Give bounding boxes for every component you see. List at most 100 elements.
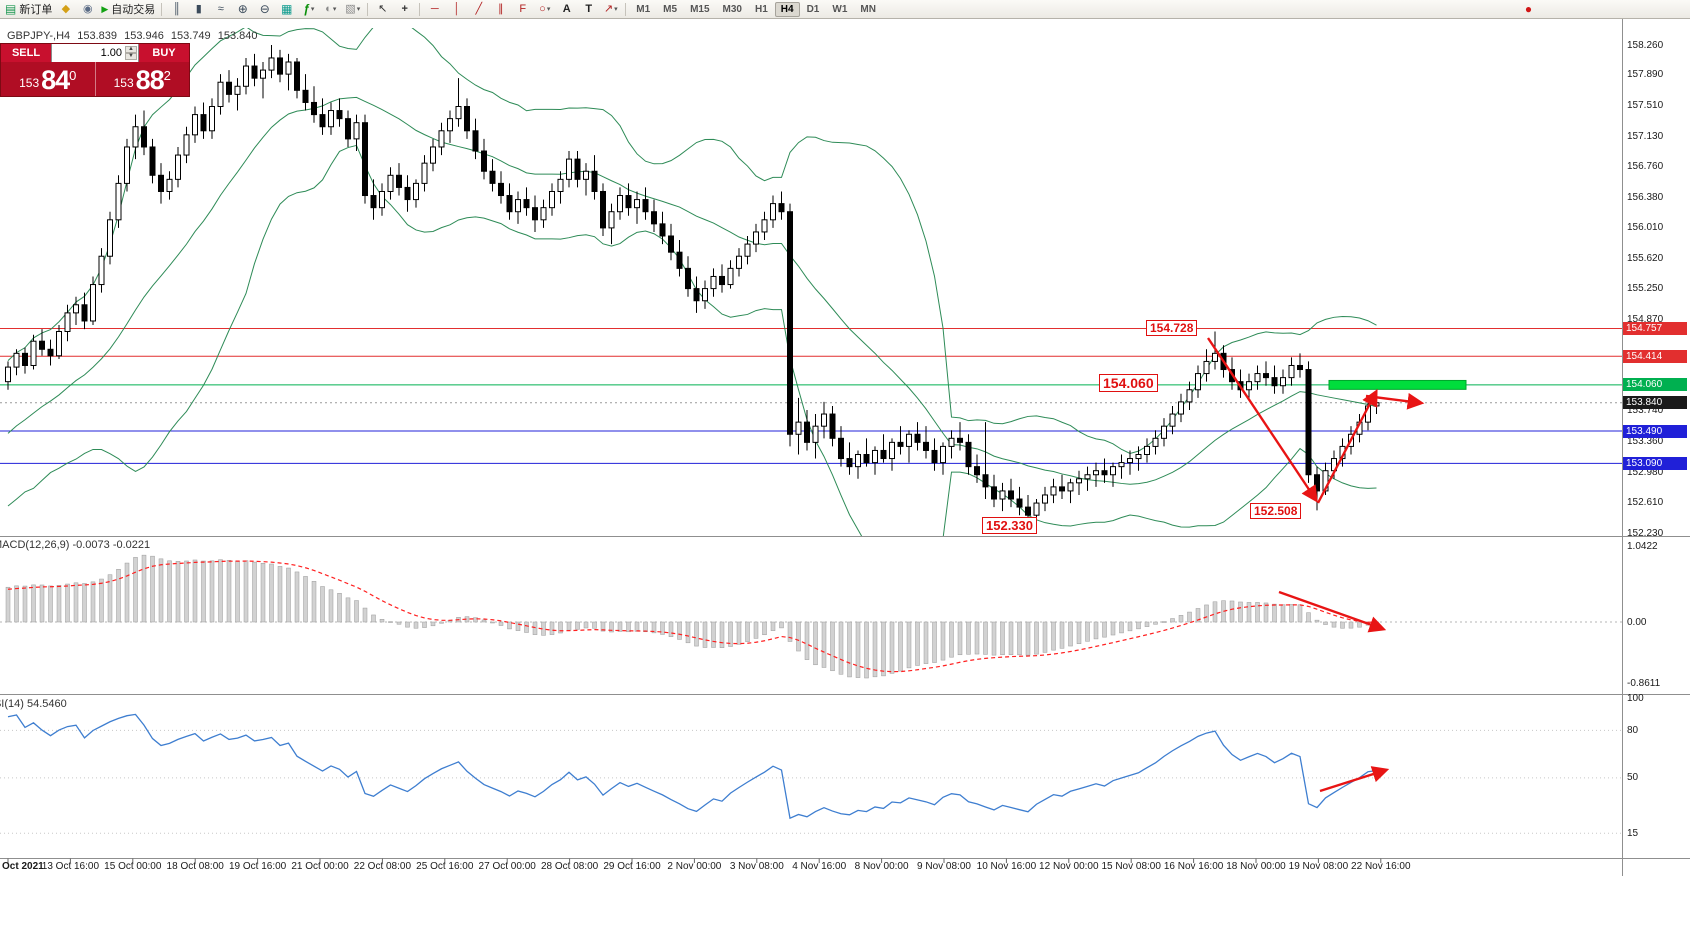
price-annotation-label[interactable]: 154.060: [1099, 374, 1158, 392]
candle-body: [1144, 445, 1150, 456]
templates-button[interactable]: ▧ ▾: [342, 1, 363, 17]
buy-price[interactable]: 153 88 2: [96, 62, 190, 96]
time-tick-label: 13 Oct 16:00: [41, 861, 100, 872]
crosshair-button[interactable]: +: [394, 1, 415, 17]
shapes-tool-button[interactable]: ○ ▾: [534, 1, 555, 17]
candlestick-chart-button[interactable]: ▮: [188, 1, 209, 17]
macd-histogram-bar: [22, 585, 28, 623]
label-tool-button[interactable]: T: [578, 1, 599, 17]
macd-histogram-bar: [1340, 621, 1345, 629]
macd-histogram-bar: [1008, 621, 1014, 655]
candle-body: [404, 186, 411, 201]
stepper-down-icon[interactable]: ▼: [125, 53, 137, 60]
price-tick-label: 156.760: [1627, 160, 1664, 172]
zoom-out-button[interactable]: ⊖: [254, 1, 275, 17]
trend-arrow[interactable]: [1316, 389, 1378, 504]
macd-histogram-bar: [99, 578, 104, 623]
timeframe-m1[interactable]: M1: [636, 3, 651, 15]
macd-histogram-bar: [1161, 621, 1167, 623]
toolbar-separator: [367, 2, 369, 16]
macd-histogram-bar: [1153, 621, 1158, 625]
timeframe-m30[interactable]: M30: [722, 3, 742, 15]
sell-button[interactable]: SELL: [1, 44, 51, 62]
buy-button[interactable]: BUY: [139, 44, 189, 62]
time-tick-label: 21 Oct 00:00: [291, 861, 349, 872]
vline-tool-button[interactable]: │: [446, 1, 467, 17]
macd-histogram-bar: [184, 560, 189, 623]
trendline-tool-button[interactable]: ╱: [468, 1, 489, 17]
trend-arrow[interactable]: [1365, 392, 1425, 410]
text-tool-button[interactable]: A: [556, 1, 577, 17]
fibonacci-tool-button[interactable]: F: [512, 1, 533, 17]
price-annotation-label[interactable]: 152.330: [982, 517, 1037, 534]
candle-body: [863, 454, 870, 464]
price-annotation-label[interactable]: 154.728: [1146, 320, 1198, 336]
sell-price[interactable]: 153 84 0: [1, 62, 96, 96]
channel-tool-button[interactable]: ∥: [490, 1, 511, 17]
trend-arrow[interactable]: [1207, 337, 1318, 503]
autotrading-button[interactable]: ▶ 自动交易: [99, 1, 157, 17]
candle-body: [795, 421, 802, 435]
new-order-button[interactable]: ▤ 新订单: [3, 1, 54, 17]
candle-body: [1084, 474, 1091, 480]
timeframe-m5[interactable]: M5: [663, 3, 678, 15]
toolbar-separator: [625, 2, 627, 16]
label-icon: T: [585, 2, 593, 15]
macd-histogram-bar: [1068, 621, 1073, 647]
hline-tool-button[interactable]: ─: [424, 1, 445, 17]
cursor-button[interactable]: ↖: [372, 1, 393, 17]
macd-histogram-bar: [1246, 602, 1252, 623]
price-level-tag: 154.414: [1623, 349, 1687, 363]
arrows-tool-button[interactable]: ↗ ▾: [600, 1, 621, 17]
candle-body: [1186, 389, 1193, 403]
macd-histogram-bar: [1093, 621, 1099, 640]
macd-histogram-bar: [898, 621, 903, 672]
timeframe-h4[interactable]: H4: [774, 1, 800, 17]
timeframe-w1[interactable]: W1: [832, 3, 848, 15]
candle-body: [1110, 466, 1116, 476]
chart-ohlc-header: GBPJPY-,H4 153.839 153.946 153.749 153.8…: [7, 30, 262, 42]
favorites-button[interactable]: ◆: [55, 1, 76, 17]
candle-body: [838, 437, 844, 460]
alert-button[interactable]: ●: [1518, 1, 1539, 17]
zoom-in-button[interactable]: ⊕: [232, 1, 253, 17]
price-tick-label: 154.870: [1627, 313, 1664, 325]
candle-body: [73, 304, 79, 314]
timeframe-d1[interactable]: D1: [806, 3, 820, 15]
candle-body: [124, 146, 130, 184]
highlight-rectangle[interactable]: [1328, 379, 1467, 390]
periods-button[interactable]: ◐ ▾: [320, 1, 341, 17]
play-icon: ▶: [101, 3, 109, 14]
trend-arrow[interactable]: [1278, 590, 1387, 633]
timeframe-mn[interactable]: MN: [860, 3, 876, 15]
price-annotation-label[interactable]: 152.508: [1250, 503, 1302, 519]
trend-arrow[interactable]: [1319, 766, 1390, 793]
time-tick-label: 22 Nov 16:00: [1351, 861, 1411, 872]
timeframe-m15[interactable]: M15: [690, 3, 710, 15]
macd-histogram-bar: [651, 621, 657, 634]
candle-body: [744, 243, 751, 257]
stepper-up-icon[interactable]: ▲: [125, 46, 137, 53]
macd-tick-label: -0.8611: [1627, 678, 1661, 690]
candle-body: [234, 85, 241, 95]
indicators-button[interactable]: ƒ ▾: [298, 1, 319, 17]
macd-histogram-bar: [235, 560, 240, 623]
volume-field[interactable]: 1.00 ▲ ▼: [51, 44, 139, 62]
macd-histogram-bar: [1263, 602, 1269, 623]
volume-stepper[interactable]: ▲ ▼: [125, 46, 137, 60]
macd-histogram-bar: [728, 621, 733, 647]
timeframe-h1[interactable]: H1: [754, 3, 768, 15]
candle-body: [727, 267, 734, 286]
line-chart-button[interactable]: ≈: [210, 1, 231, 17]
candle-body: [251, 65, 258, 79]
candle-body: [880, 449, 887, 460]
macd-histogram-bar: [1000, 621, 1005, 656]
news-button[interactable]: ◉: [77, 1, 98, 17]
macd-tick-label: 1.0422: [1627, 541, 1658, 553]
buy-price-sup: 2: [163, 68, 171, 83]
rsi-line: [7, 713, 1377, 820]
tile-windows-button[interactable]: ▦: [276, 1, 297, 17]
macd-histogram-bar: [991, 621, 997, 656]
bar-chart-button[interactable]: ║: [166, 1, 187, 17]
